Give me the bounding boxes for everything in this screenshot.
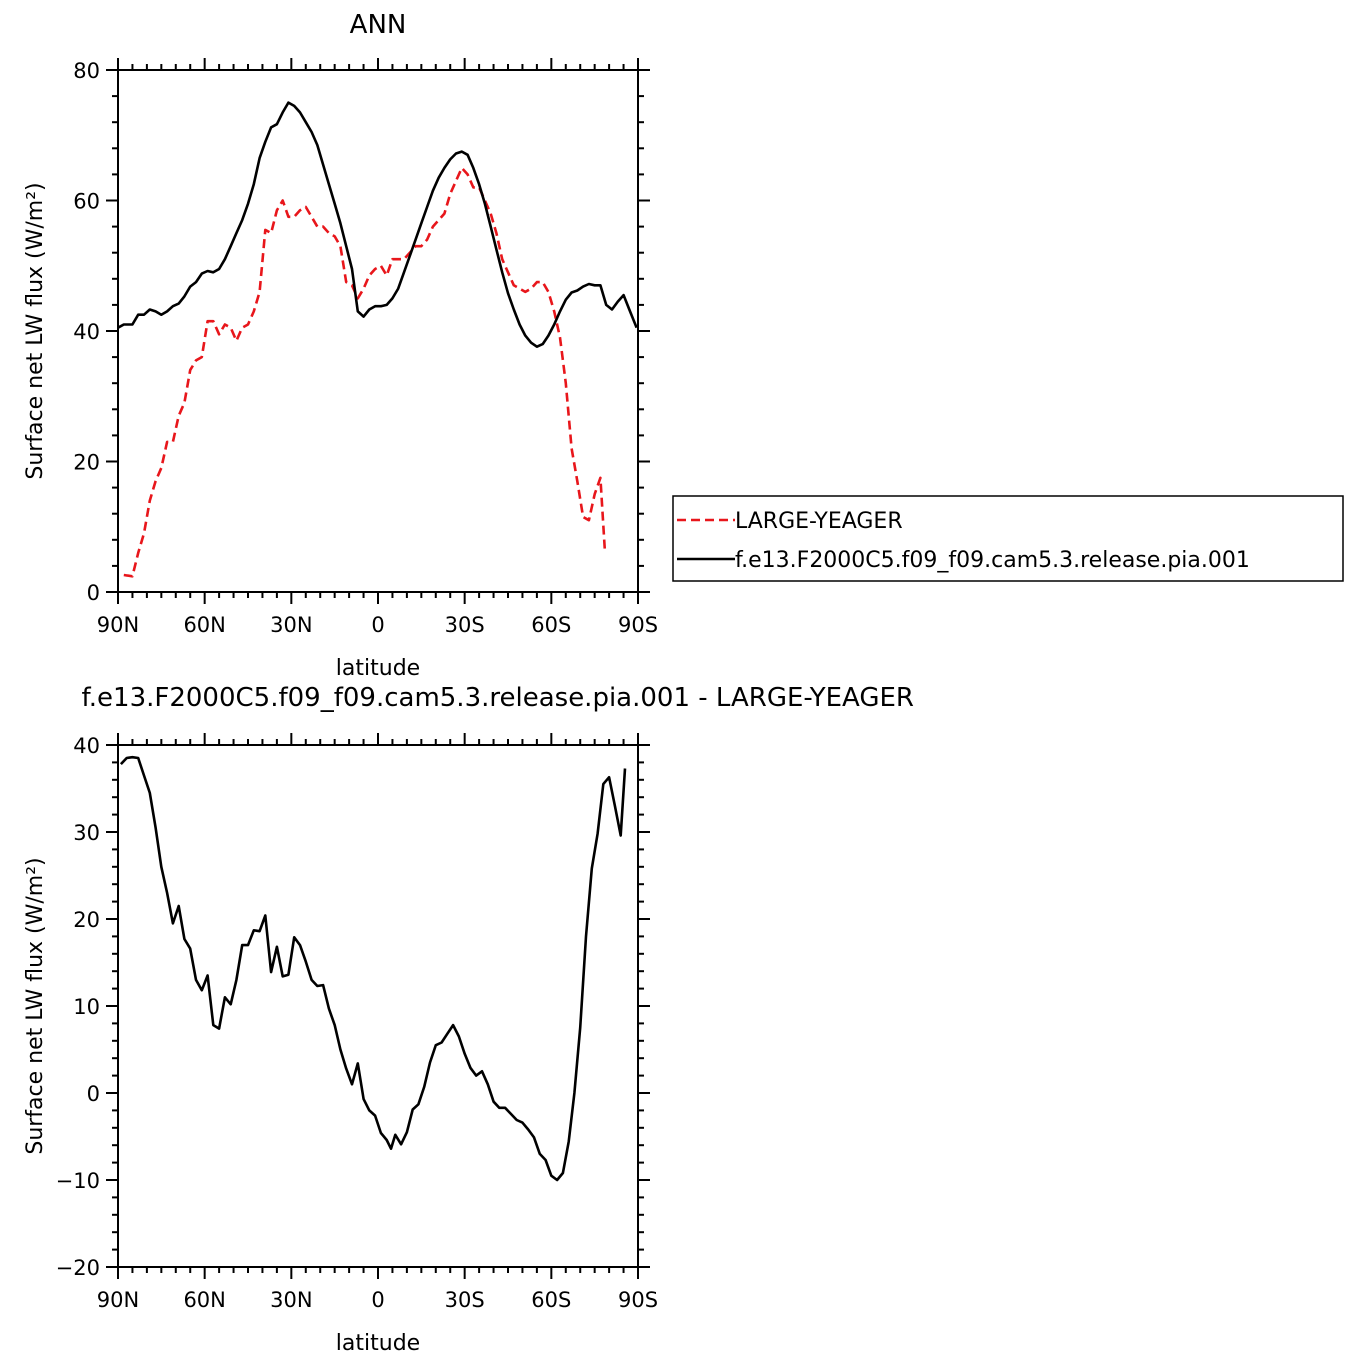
top-xtick-label: 90S bbox=[618, 613, 658, 637]
bottom-xtick-label: 30N bbox=[270, 1288, 312, 1312]
bottom-ytick-label: 20 bbox=[73, 908, 100, 932]
top-chart-frame bbox=[117, 69, 639, 593]
bottom-ytick-label: 0 bbox=[87, 1082, 100, 1106]
bottom-xtick-label: 60S bbox=[531, 1288, 571, 1312]
bottom-xtick-label: 30S bbox=[445, 1288, 485, 1312]
top-chart-xlabel: latitude bbox=[336, 656, 420, 681]
bottom-chart-ylabel: Surface net LW flux (W/m²) bbox=[23, 857, 48, 1154]
legend-label-large-yeager: LARGE-YEAGER bbox=[735, 509, 903, 534]
legend-box bbox=[672, 495, 1344, 582]
top-chart-ylabel: Surface net LW flux (W/m²) bbox=[23, 182, 48, 479]
top-ytick-label: 0 bbox=[87, 581, 100, 605]
top-panel: ANN latitude Surface net LW flux (W/m²) … bbox=[23, 10, 658, 681]
bottom-chart-xlabel: latitude bbox=[336, 1331, 420, 1356]
top-chart-series bbox=[117, 101, 638, 578]
top-xtick-label: 0 bbox=[371, 613, 384, 637]
top-series-line-1 bbox=[117, 101, 638, 348]
top-xtick-label: 90N bbox=[97, 613, 139, 637]
top-xtick-label: 30S bbox=[445, 613, 485, 637]
bottom-ytick-label: −20 bbox=[56, 1256, 100, 1280]
bottom-chart-frame bbox=[117, 744, 639, 1268]
bottom-xtick-label: 90N bbox=[97, 1288, 139, 1312]
top-ytick-label: 40 bbox=[73, 320, 100, 344]
legend-label-cam5: f.e13.F2000C5.f09_f09.cam5.3.release.pia… bbox=[735, 548, 1250, 573]
top-chart-ticks: 90N 60N 30N 0 30S 60S 90S 0 20 40 60 80 bbox=[73, 58, 658, 637]
bottom-ytick-label: −10 bbox=[56, 1169, 100, 1193]
bottom-ytick-label: 10 bbox=[73, 995, 100, 1019]
bottom-chart-title: f.e13.F2000C5.f09_f09.cam5.3.release.pia… bbox=[82, 683, 914, 713]
bottom-chart-series bbox=[119, 755, 627, 1182]
bottom-xtick-label: 90S bbox=[618, 1288, 658, 1312]
top-chart-title: ANN bbox=[350, 10, 407, 40]
bottom-chart-ticks: 90N 60N 30N 0 30S 60S 90S −20 −10 0 10 20 30 40 bbox=[56, 733, 658, 1312]
top-xtick-label: 60N bbox=[183, 613, 225, 637]
legend: LARGE-YEAGER f.e13.F2000C5.f09_f09.cam5.… bbox=[672, 495, 1344, 582]
top-xtick-label: 30N bbox=[270, 613, 312, 637]
top-xtick-label: 60S bbox=[531, 613, 571, 637]
top-ytick-label: 20 bbox=[73, 451, 100, 475]
bottom-ytick-label: 40 bbox=[73, 734, 100, 758]
bottom-xtick-label: 0 bbox=[371, 1288, 384, 1312]
bottom-series-line-0 bbox=[119, 755, 627, 1182]
bottom-ytick-label: 30 bbox=[73, 821, 100, 845]
top-series-line-0 bbox=[123, 166, 607, 578]
bottom-xtick-label: 60N bbox=[183, 1288, 225, 1312]
top-ytick-label: 60 bbox=[73, 190, 100, 214]
top-ytick-label: 80 bbox=[73, 59, 100, 83]
bottom-panel: f.e13.F2000C5.f09_f09.cam5.3.release.pia… bbox=[23, 683, 914, 1356]
